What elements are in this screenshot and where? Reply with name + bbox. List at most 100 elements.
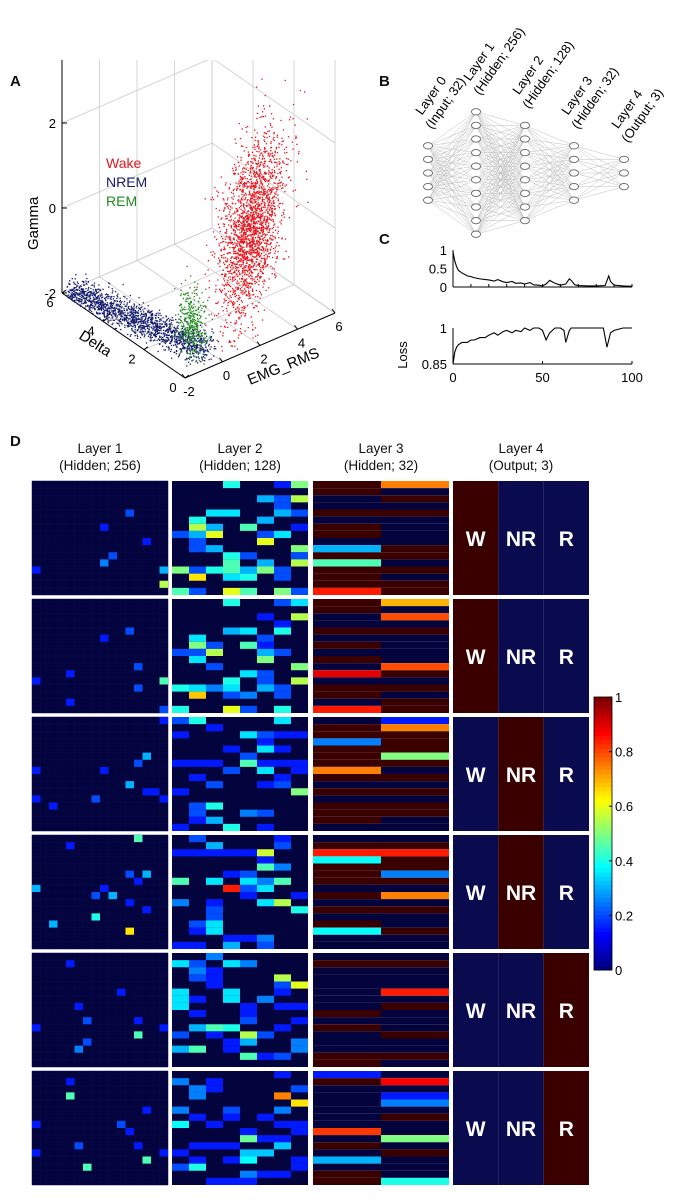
- grid-line: [174, 243, 298, 330]
- layer2-cell: [240, 1031, 257, 1039]
- layer2-cell: [223, 884, 240, 892]
- layer3-cell: [313, 1128, 381, 1136]
- layer2-cell: [291, 1099, 308, 1107]
- layer1-cell: [83, 1017, 92, 1025]
- layer2-cell: [206, 906, 223, 914]
- layer1-cell: [100, 559, 109, 567]
- layer3-cell: [381, 809, 449, 817]
- layer2-cell: [206, 974, 223, 982]
- layer1-cell: [49, 802, 58, 810]
- layer2-cell: [274, 835, 291, 843]
- layer2-cell: [172, 941, 189, 949]
- layer2-cell: [189, 1085, 206, 1093]
- layer2-cell: [257, 823, 274, 831]
- layer3-cell: [381, 1045, 449, 1053]
- y-axis-label: Delta: [76, 327, 115, 361]
- layer2-cell: [257, 759, 274, 767]
- layer1-cell: [32, 1149, 41, 1157]
- layer2-cell: [206, 1031, 223, 1039]
- layer2-cell: [240, 705, 257, 713]
- connection-edge: [475, 138, 526, 235]
- layer3-cell: [381, 573, 449, 581]
- connection-edge: [427, 111, 477, 146]
- layer2-cell: [206, 842, 223, 850]
- layer2-cell: [206, 530, 223, 538]
- layer2-cell: [257, 1170, 274, 1178]
- layer3-cell: [381, 1031, 449, 1039]
- colorbar-segment: [594, 906, 612, 911]
- layer2-cell: [206, 802, 223, 810]
- layer3-cell: [381, 705, 449, 713]
- layer1-cell: [32, 884, 41, 892]
- layer3-cell: [381, 1163, 449, 1171]
- layer3-cell: [381, 1099, 449, 1107]
- layer3-cell: [313, 1156, 381, 1164]
- layer3-cell: [313, 1059, 381, 1067]
- neuron-node: [520, 162, 530, 170]
- accuracy-line: [452, 327, 632, 365]
- layer2-cell: [257, 809, 274, 817]
- layer2-cell: [274, 566, 291, 574]
- layer3-cell: [381, 774, 449, 782]
- connection-edge: [427, 111, 477, 160]
- layer2-cell: [240, 1002, 257, 1010]
- layer2-cell: [257, 1113, 274, 1121]
- colorbar-segment: [594, 726, 612, 732]
- output-label: NR: [506, 1118, 536, 1141]
- layer2-cell: [274, 731, 291, 739]
- connection-edge: [524, 186, 575, 221]
- layer3-cell: [381, 566, 449, 574]
- layer2-cell: [206, 724, 223, 732]
- layer2-cell: [291, 509, 308, 517]
- colorbar-segment: [594, 854, 612, 860]
- layer3-cell: [381, 870, 449, 878]
- layer2-cell: [189, 691, 206, 699]
- layer2-cell: [274, 988, 291, 996]
- connection-edge: [524, 125, 575, 147]
- layer2-cell: [240, 641, 257, 649]
- colorbar-segment: [594, 752, 612, 758]
- layer2-cell: [257, 856, 274, 864]
- neuron-node: [619, 182, 629, 191]
- layer2-cell: [189, 941, 206, 949]
- layer1-cell: [66, 960, 75, 968]
- layer2-cell: [291, 677, 308, 685]
- layer2-cell: [274, 745, 291, 753]
- layer2-cell: [240, 759, 257, 767]
- layer3-cell: [381, 684, 449, 692]
- layer2-cell: [240, 1156, 257, 1164]
- layer1-cell: [159, 580, 168, 588]
- layer3-cell: [381, 953, 449, 961]
- layer2-cell: [223, 766, 240, 774]
- layer3-cell: [381, 1135, 449, 1143]
- layer1-cell: [32, 1120, 41, 1128]
- layer2-cell: [257, 670, 274, 678]
- layer3-cell: [381, 731, 449, 739]
- layer-subtitle: (Output; 3): [488, 458, 554, 473]
- series-wake: [194, 78, 309, 360]
- layer2-cell: [206, 899, 223, 907]
- acc-tick-label: 1: [440, 321, 447, 336]
- colorbar-segment: [594, 935, 612, 941]
- layer2-cell: [206, 781, 223, 789]
- layer-title: Layer 4: [498, 441, 544, 456]
- layer2-cell: [257, 877, 274, 885]
- layer3-cell: [381, 795, 449, 803]
- layer3-cell: [381, 835, 449, 843]
- neuron-node: [520, 148, 530, 157]
- colorbar-segment: [594, 803, 612, 809]
- layer2-cell: [274, 863, 291, 871]
- neuron-node: [423, 196, 433, 204]
- connection-edge: [524, 145, 575, 194]
- layer3-cell: [313, 481, 381, 489]
- layer2-cell: [240, 1010, 257, 1018]
- layer2-cell: [257, 941, 274, 949]
- layer2-cell: [291, 1085, 308, 1093]
- panel-label-b: B: [379, 73, 390, 90]
- layer3-cell: [313, 1017, 381, 1025]
- output-cell: [543, 717, 589, 831]
- colorbar-segment: [594, 944, 612, 950]
- colorbar-segment: [594, 957, 612, 962]
- panel-label-a: A: [10, 73, 21, 90]
